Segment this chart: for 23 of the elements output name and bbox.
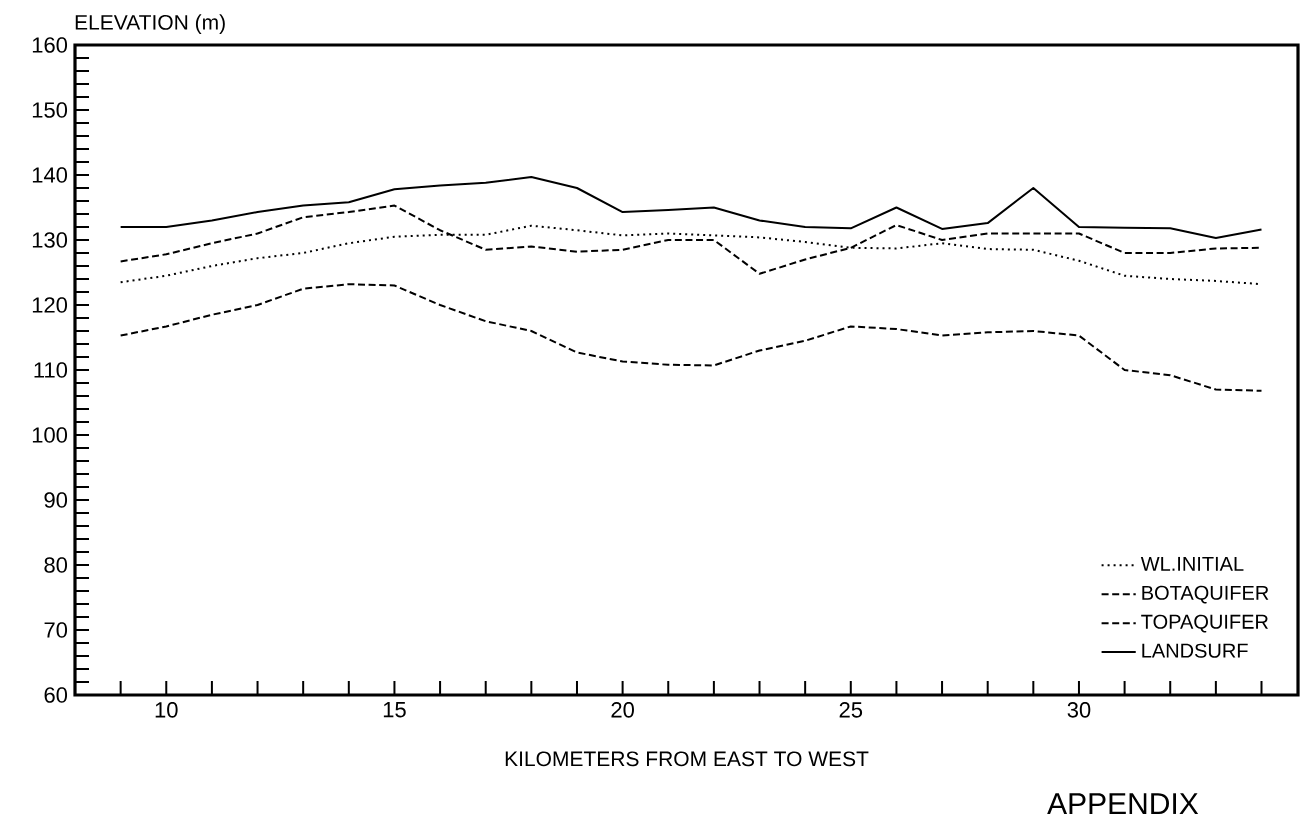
y-tick-label: 160 <box>32 37 68 53</box>
x-tick-label: 10 <box>155 702 178 718</box>
legend-label: BOTAQUIFER <box>1142 585 1269 604</box>
y-tick-label: 130 <box>32 232 68 248</box>
legend-label: WL.INITIAL <box>1140 556 1244 571</box>
x-axis-title: KILOMETERS FROM EAST TO WEST <box>505 751 869 767</box>
y-tick-label: 60 <box>44 687 68 703</box>
x-tick-label: 15 <box>383 702 406 718</box>
text: APPENDIX <box>1047 793 1199 814</box>
y-tick-label: 110 <box>34 362 68 378</box>
y-tick-label: 80 <box>44 557 68 573</box>
y-tick-label: 150 <box>32 102 68 118</box>
x-tick-label: 25 <box>839 702 863 718</box>
y-axis-title: ELEVATION (m) <box>75 14 225 34</box>
y-tick-label: 140 <box>32 167 68 183</box>
legend-label: TOPAQUIFER <box>1141 614 1268 633</box>
x-tick-label: 30 <box>1067 702 1091 718</box>
y-tick-label: 120 <box>32 297 68 313</box>
legend-label: LANDSURF <box>1142 643 1248 658</box>
x-tick-label: 20 <box>611 702 634 718</box>
y-tick-label: 70 <box>44 622 68 638</box>
y-tick-label: 100 <box>32 427 68 443</box>
y-tick-label: 90 <box>44 492 68 508</box>
